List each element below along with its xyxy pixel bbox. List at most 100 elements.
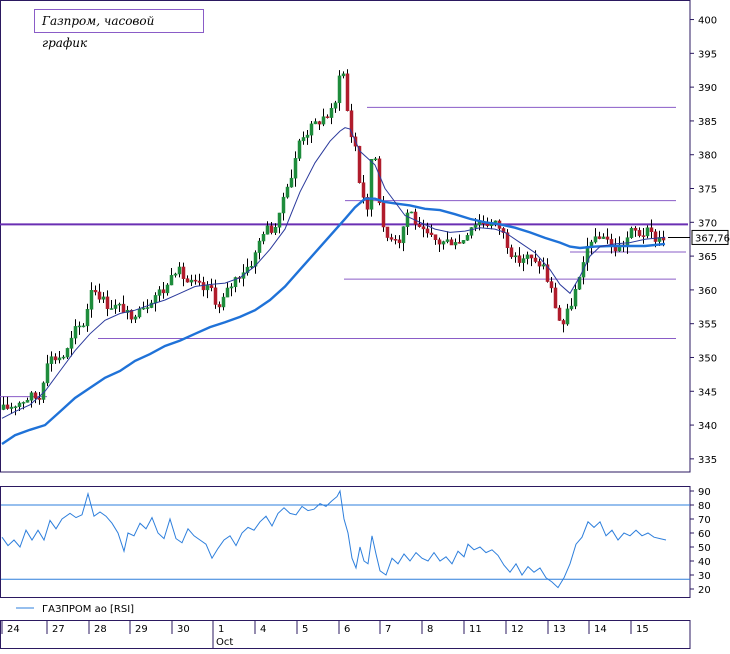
candle-body — [625, 237, 630, 247]
candle-body — [589, 241, 594, 247]
candle-body — [361, 182, 366, 198]
candle-body — [281, 196, 286, 214]
candle-body — [109, 308, 114, 310]
candle-body — [145, 307, 150, 309]
candle-body — [181, 266, 186, 279]
candle-body — [129, 309, 134, 320]
candle-body — [165, 284, 170, 294]
candle-body — [45, 363, 50, 384]
price-tick-label: 400 — [698, 16, 717, 27]
price-tick-label: 335 — [698, 455, 717, 466]
candle-body — [409, 211, 414, 214]
candle-body — [345, 73, 350, 111]
day-label: 24 — [7, 624, 20, 635]
time-axis — [0, 620, 691, 649]
day-label: 14 — [594, 624, 607, 635]
candle-body — [69, 337, 74, 349]
candle-body — [305, 134, 310, 138]
candle-body — [501, 228, 506, 233]
rsi-tick-label: 50 — [698, 543, 711, 554]
candle-body — [453, 242, 458, 246]
candle-body — [565, 308, 570, 325]
candle-body — [61, 356, 66, 359]
candle-body — [273, 227, 278, 233]
candle-body — [333, 102, 338, 109]
rsi-tick-label: 90 — [698, 487, 711, 498]
candle-body — [529, 254, 534, 259]
candle-body — [245, 266, 250, 273]
candle-body — [117, 303, 122, 306]
day-label: 30 — [177, 624, 190, 635]
candle-body — [593, 236, 598, 243]
rsi-line — [1, 489, 667, 589]
candle-body — [557, 307, 562, 321]
candle-body — [637, 230, 642, 236]
candle-body — [461, 240, 466, 244]
candle-body — [389, 237, 394, 240]
candle-body — [393, 239, 398, 241]
candle-body — [277, 212, 282, 228]
candle-body — [629, 227, 634, 238]
price-tick-label: 385 — [698, 117, 717, 128]
candle-body — [569, 305, 574, 310]
candle-body — [133, 316, 138, 320]
price-tick-label: 345 — [698, 387, 717, 398]
candle-body — [449, 239, 454, 246]
candle-body — [285, 186, 290, 198]
day-label: 4 — [260, 624, 266, 635]
candle-body — [365, 197, 370, 210]
day-label: 29 — [135, 624, 148, 635]
candle-body — [465, 235, 470, 241]
candle-body — [341, 73, 346, 77]
rsi-tick-label: 70 — [698, 515, 711, 526]
candle-body — [229, 286, 234, 289]
rsi-tick-label: 80 — [698, 501, 711, 512]
rsi-tick-label: 40 — [698, 557, 711, 568]
chart-title: Газпром, часовой график — [34, 9, 204, 50]
day-label: 8 — [427, 624, 433, 635]
candle-body — [633, 227, 638, 231]
candle-body — [457, 242, 462, 244]
candle-body — [329, 107, 334, 118]
candle-body — [157, 289, 162, 296]
candle-body — [369, 159, 374, 210]
candle-body — [121, 303, 126, 313]
candle-body — [397, 239, 402, 244]
price-tick-label: 365 — [698, 252, 717, 263]
candle-body — [77, 325, 82, 328]
candle-body — [25, 399, 30, 403]
price-tick-label: 395 — [698, 49, 717, 60]
candle-body — [97, 291, 102, 300]
candle-body — [553, 287, 558, 309]
candle-body — [525, 254, 530, 259]
candle-body — [425, 228, 430, 234]
candle-body — [441, 241, 446, 245]
candle-body — [445, 239, 450, 242]
candle-body — [473, 224, 478, 228]
candle-body — [189, 279, 194, 283]
candle-body — [537, 261, 542, 267]
candle-body — [521, 258, 526, 263]
candle-body — [205, 285, 210, 291]
candle-body — [137, 308, 142, 318]
candle-body — [289, 177, 294, 188]
candle-body — [265, 225, 270, 235]
day-label: 11 — [469, 624, 482, 635]
candle-body — [349, 110, 354, 138]
candle-body — [517, 255, 522, 263]
candle-body — [505, 232, 510, 248]
price-tick-label: 340 — [698, 421, 717, 432]
candle-body — [257, 240, 262, 253]
candle-body — [405, 212, 410, 227]
candle-body — [225, 287, 230, 298]
day-label: 7 — [385, 624, 391, 635]
candle-body — [573, 288, 578, 307]
candle-body — [297, 140, 302, 159]
candle-body — [161, 289, 166, 294]
day-label: 28 — [94, 624, 107, 635]
price-tick-label: 375 — [698, 185, 717, 196]
candle-body — [193, 279, 198, 282]
candle-body — [293, 158, 298, 179]
